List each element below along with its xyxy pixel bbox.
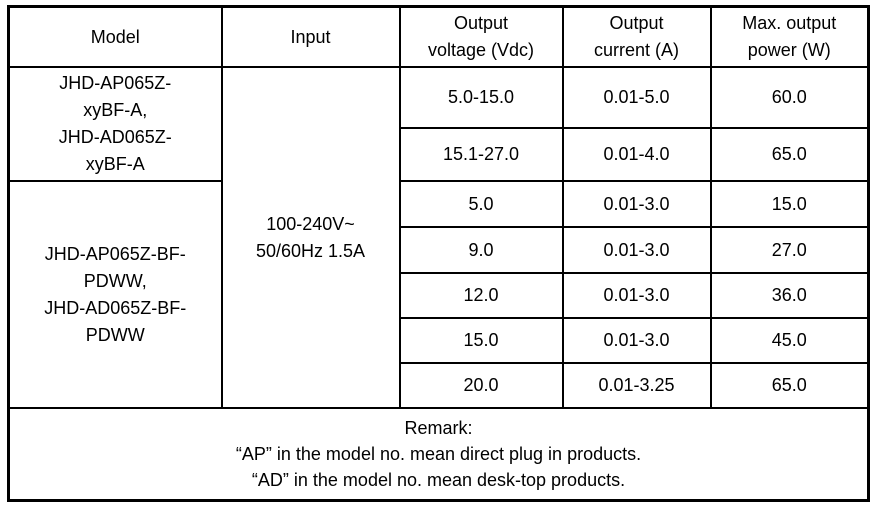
cell-output-current: 0.01-3.25 bbox=[561, 362, 712, 409]
table-row: 15.0 0.01-3.0 45.0 bbox=[9, 317, 870, 364]
power-spec-table: Model Input Output voltage (Vdc) Output … bbox=[7, 5, 870, 502]
cell-output-voltage: 20.0 bbox=[398, 362, 564, 409]
table-row: 15.1-27.0 0.01-4.0 65.0 bbox=[9, 126, 870, 183]
remark-cell: Remark: “AP” in the model no. mean direc… bbox=[7, 407, 870, 501]
header-input: Input bbox=[220, 5, 401, 68]
table-row: JHD-AP065Z-BF- PDWW, JHD-AD065Z-BF- PDWW… bbox=[7, 180, 870, 409]
cell-output-voltage: 5.0 bbox=[398, 180, 564, 228]
header-model: Model bbox=[7, 5, 223, 68]
cell-max-power: 65.0 bbox=[709, 362, 870, 409]
spec-table-container: Model Input Output voltage (Vdc) Output … bbox=[7, 5, 870, 502]
cell-max-power: 27.0 bbox=[709, 226, 870, 274]
cell-output-current: 0.01-3.0 bbox=[561, 272, 712, 319]
table-row: 9.0 0.01-3.0 27.0 bbox=[9, 226, 870, 274]
remark-line-ad: “AD” in the model no. mean desk-top prod… bbox=[251, 469, 626, 490]
table-row: 20.0 0.01-3.25 65.0 bbox=[9, 362, 870, 409]
cell-output-voltage: 15.1-27.0 bbox=[398, 126, 564, 183]
cell-output-voltage: 5.0-15.0 bbox=[398, 66, 564, 129]
header-output-voltage: Output voltage (Vdc) bbox=[398, 5, 564, 68]
header-output-current: Output current (A) bbox=[561, 5, 712, 68]
model-group-xybf: JHD-AP065Z- xyBF-A, JHD-AD065Z- xyBF-A bbox=[7, 66, 223, 182]
remark-row: Remark: “AP” in the model no. mean direc… bbox=[7, 407, 870, 501]
input-spec-cell: 100-240V~ 50/60Hz 1.5A bbox=[220, 66, 401, 409]
cell-max-power: 45.0 bbox=[709, 317, 870, 364]
remark-title: Remark: bbox=[404, 417, 473, 438]
cell-output-current: 0.01-3.0 bbox=[561, 226, 712, 274]
cell-output-current: 0.01-5.0 bbox=[561, 66, 712, 129]
cell-output-current: 0.01-3.0 bbox=[561, 317, 712, 364]
cell-max-power: 15.0 bbox=[709, 180, 870, 228]
cell-output-voltage: 15.0 bbox=[398, 317, 564, 364]
table-row: 12.0 0.01-3.0 36.0 bbox=[9, 272, 870, 319]
cell-output-current: 0.01-3.0 bbox=[561, 180, 712, 228]
cell-max-power: 65.0 bbox=[709, 126, 870, 183]
cell-max-power: 36.0 bbox=[709, 272, 870, 319]
header-row: Model Input Output voltage (Vdc) Output … bbox=[7, 5, 870, 68]
cell-output-voltage: 12.0 bbox=[398, 272, 564, 319]
remark-line-ap: “AP” in the model no. mean direct plug i… bbox=[235, 443, 642, 464]
table-row: JHD-AP065Z- xyBF-A, JHD-AD065Z- xyBF-A 1… bbox=[7, 66, 870, 409]
cell-output-voltage: 9.0 bbox=[398, 226, 564, 274]
cell-max-power: 60.0 bbox=[709, 66, 870, 129]
cell-output-current: 0.01-4.0 bbox=[561, 126, 712, 183]
header-max-output-power: Max. output power (W) bbox=[709, 5, 870, 68]
model-group-pdww: JHD-AP065Z-BF- PDWW, JHD-AD065Z-BF- PDWW bbox=[7, 180, 223, 409]
